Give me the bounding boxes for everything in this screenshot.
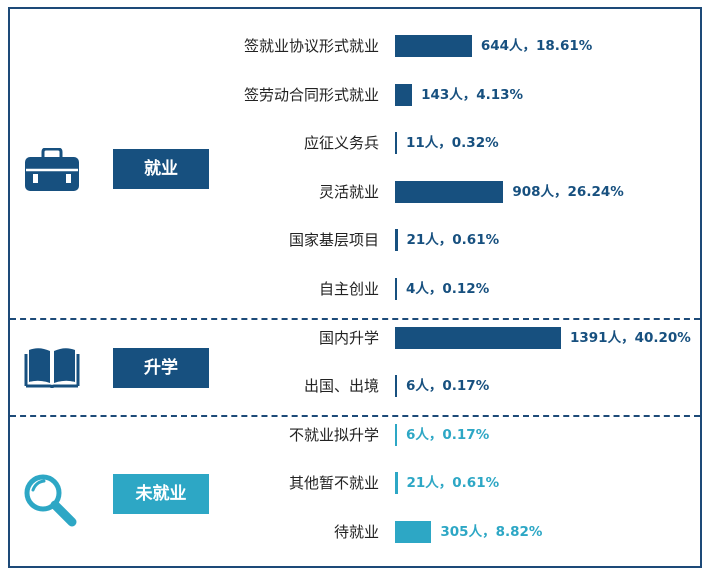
value-label: 143人，4.13% xyxy=(421,87,524,103)
group-badge-employment: 就业 xyxy=(113,149,209,189)
bar xyxy=(395,424,397,446)
bar xyxy=(395,521,432,543)
value-label: 6人，0.17% xyxy=(406,427,490,443)
category-label: 不就业拟升学 xyxy=(288,426,379,444)
bar xyxy=(395,229,398,251)
category-label: 自主创业 xyxy=(318,280,379,298)
bar xyxy=(395,84,413,106)
bar xyxy=(395,181,504,203)
category-label: 待就业 xyxy=(333,523,379,541)
group-divider-1 xyxy=(10,318,700,320)
value-label: 21人，0.61% xyxy=(406,475,500,491)
category-label: 其他暂不就业 xyxy=(288,474,379,492)
book-icon xyxy=(24,348,80,388)
value-label: 11人，0.32% xyxy=(406,135,499,151)
value-label: 644人，18.61% xyxy=(480,38,593,54)
bar xyxy=(395,472,398,494)
value-label: 21人，0.61% xyxy=(406,232,500,248)
group-badge-unemployed: 未就业 xyxy=(113,474,209,514)
briefcase-icon xyxy=(25,148,79,191)
category-label: 国家基层项目 xyxy=(288,231,379,249)
bar xyxy=(395,278,397,300)
group-divider-2 xyxy=(10,415,700,417)
value-label: 305人，8.82% xyxy=(440,524,543,540)
value-label: 1391人，40.20% xyxy=(570,330,691,346)
category-label: 签劳动合同形式就业 xyxy=(243,86,379,104)
bar xyxy=(395,132,397,154)
category-label: 出国、出境 xyxy=(303,377,379,395)
value-label: 4人，0.12% xyxy=(406,281,490,297)
chart-frame xyxy=(8,7,702,568)
group-badge-further-study: 升学 xyxy=(113,348,209,388)
value-label: 908人，26.24% xyxy=(512,184,624,200)
magnifier-icon xyxy=(24,474,77,527)
bar xyxy=(395,375,397,397)
bar xyxy=(395,327,561,349)
bar xyxy=(395,35,472,57)
category-label: 国内升学 xyxy=(318,329,379,347)
category-label: 签就业协议形式就业 xyxy=(243,37,379,55)
value-label: 6人，0.17% xyxy=(406,378,490,394)
category-label: 灵活就业 xyxy=(318,183,379,201)
category-label: 应征义务兵 xyxy=(303,134,379,152)
